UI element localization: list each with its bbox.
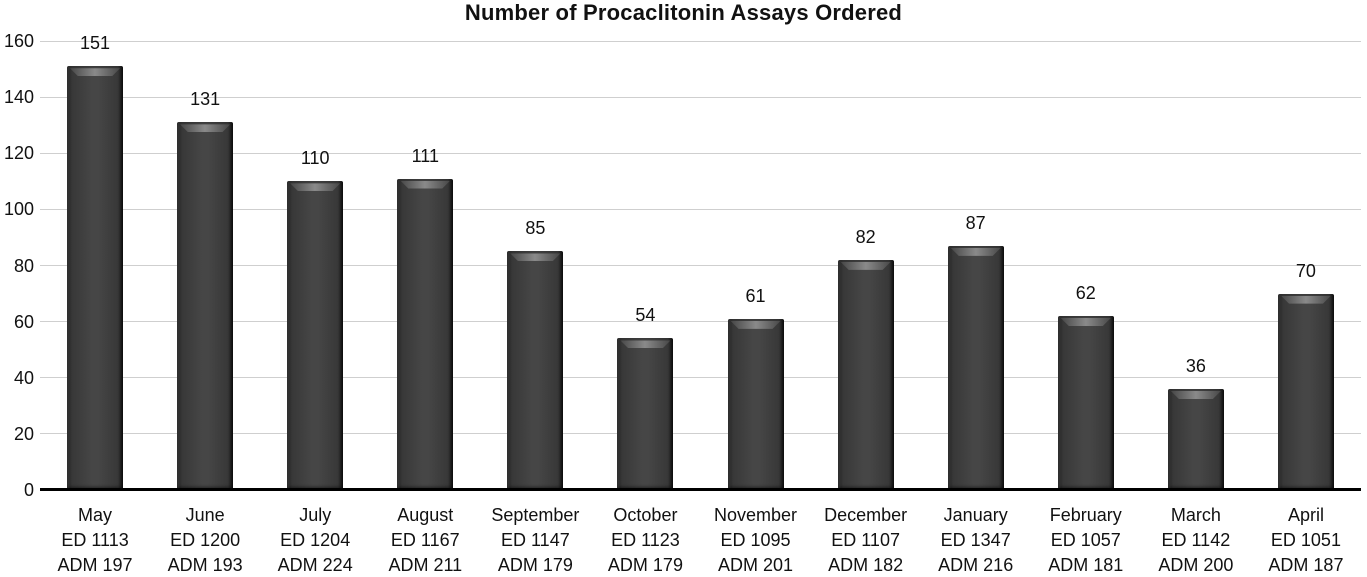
bar-value-label: 36 [1185,355,1206,376]
x-label-ed: ED 1167 [390,530,460,550]
x-label-ed: ED 1113 [61,530,129,550]
x-label-adm: ADM 211 [388,555,463,575]
y-axis-tick-label: 100 [3,199,34,220]
bar [177,122,234,490]
bar [1167,388,1224,490]
x-label-ed: ED 1204 [280,530,351,550]
x-label-adm: ADM 179 [497,555,573,575]
bar [837,259,894,490]
bar [617,338,674,490]
x-label-ed: ED 1347 [940,530,1011,550]
bar [947,245,1004,490]
gridline [40,265,1361,266]
bar-value-label: 110 [300,148,330,169]
x-axis-tick-label: April ED 1051 ADM 187 [1251,503,1361,577]
bar-value-label: 54 [635,305,656,326]
bar [507,251,564,490]
gridline [40,208,1361,210]
y-axis-tick-label: 0 [23,480,34,500]
x-label-month: April [1287,505,1324,525]
x-label-month: January [943,505,1008,525]
x-axis-tick-label: January ED 1347 ADM 216 [921,503,1031,577]
x-label-adm: ADM 181 [1048,555,1124,575]
gridline [40,40,1361,42]
x-axis-tick-label: September ED 1147 ADM 179 [480,503,590,577]
x-axis-tick-label: November ED 1095 ADM 201 [701,503,811,577]
bar-value-label: 87 [965,212,986,233]
bar-value-label: 82 [855,226,876,247]
gridline [40,377,1361,379]
x-label-adm: ADM 187 [1268,555,1344,575]
x-label-adm: ADM 197 [57,555,133,575]
chart-title: Number of Procaclitonin Assays Ordered [464,0,903,25]
x-axis-tick-label: March ED 1142 ADM 200 [1141,503,1251,577]
bar-value-label: 70 [1295,260,1316,281]
y-axis-tick-label: 140 [3,87,34,108]
x-label-adm: ADM 216 [938,555,1014,575]
x-label-adm: ADM 182 [828,555,904,575]
y-axis-tick-label: 80 [13,255,34,276]
gridline [40,433,1361,435]
y-axis-tick-label: 60 [13,311,34,332]
x-label-month: July [299,505,332,525]
x-axis-tick-label: May ED 1113 ADM 197 [40,503,150,577]
x-label-ed: ED 1107 [831,530,900,550]
x-label-month: August [397,505,454,525]
gridline [40,96,1361,98]
bar [397,178,454,490]
x-axis-line [40,488,1361,491]
x-axis-tick-label: February ED 1057 ADM 181 [1031,503,1141,577]
bar [287,181,344,490]
x-label-month: May [78,505,113,525]
bar-value-label: 62 [1075,283,1096,303]
x-label-month: September [491,505,580,525]
bar-value-label: 61 [745,285,766,306]
x-label-adm: ADM 179 [607,555,683,575]
x-label-ed: ED 1142 [1161,530,1231,550]
bar-value-label: 131 [190,89,221,110]
x-label-month: June [185,505,225,525]
x-label-ed: ED 1147 [501,530,570,550]
x-label-month: March [1170,505,1221,525]
bar [1277,293,1334,490]
x-label-month: October [613,505,678,525]
x-label-ed: ED 1057 [1050,530,1121,550]
x-axis-tick-label: October ED 1123 ADM 179 [590,503,700,577]
x-label-ed: ED 1051 [1270,530,1341,550]
y-axis-tick-label: 120 [3,143,34,164]
x-axis-tick-label: December ED 1107 ADM 182 [811,503,921,577]
x-label-month: November [714,505,798,525]
x-axis-tick-label: August ED 1167 ADM 211 [370,503,480,577]
x-label-month: February [1049,505,1122,525]
x-label-adm: ADM 200 [1158,555,1234,575]
x-label-month: December [824,505,908,525]
bar [1057,316,1114,490]
x-label-adm: ADM 224 [277,555,353,575]
x-label-adm: ADM 201 [718,555,794,575]
y-axis-tick-label: 40 [13,367,34,388]
bar-value-label: 151 [80,33,111,54]
bar-value-label: 85 [525,218,546,239]
x-axis-tick-label: July ED 1204 ADM 224 [260,503,370,577]
bar [67,66,124,490]
x-label-ed: ED 1095 [720,530,791,550]
gridline [40,152,1361,154]
y-axis-tick-label: 20 [13,423,34,444]
gridline [40,321,1361,323]
x-axis-tick-label: June ED 1200 ADM 193 [150,503,260,577]
y-axis-tick-label: 160 [3,31,34,51]
bar-value-label: 111 [411,145,439,166]
x-label-ed: ED 1123 [611,530,680,550]
bar [727,318,784,490]
x-label-adm: ADM 193 [167,555,243,575]
x-label-ed: ED 1200 [170,530,241,550]
